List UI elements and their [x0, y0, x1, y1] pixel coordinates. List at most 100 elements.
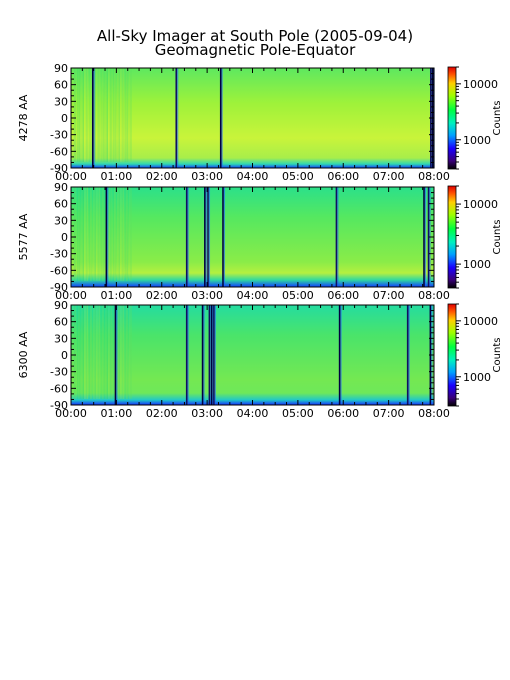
heatmap-texture	[122, 187, 124, 281]
heatmap-texture	[102, 187, 104, 281]
heatmap-texture	[97, 68, 100, 162]
heatmap-texture	[116, 68, 120, 162]
heatmap-texture	[86, 305, 88, 399]
heatmap-texture	[95, 305, 100, 399]
heatmap-texture	[123, 187, 128, 281]
heatmap-texture	[80, 305, 84, 399]
y-tick-label: 90	[54, 181, 68, 194]
data-gap-edge	[214, 305, 216, 405]
heatmap-texture	[118, 68, 120, 162]
data-gap	[210, 305, 213, 405]
heatmap-texture	[126, 187, 128, 281]
heatmap-texture	[110, 187, 112, 281]
heatmap-texture	[83, 187, 88, 281]
heatmap-texture	[90, 305, 92, 399]
x-tick-label: 00:00	[55, 289, 87, 302]
y-axis-label: 6300 AA	[17, 331, 30, 378]
heatmap-texture	[114, 68, 116, 162]
colorbar: 1000 10000 Counts	[447, 303, 503, 407]
heatmap-texture	[102, 68, 104, 162]
heatmap-texture	[96, 305, 100, 399]
heatmap-texture	[80, 68, 84, 162]
y-tick-label: 90	[54, 299, 68, 312]
x-tick-label: 03:00	[191, 170, 223, 183]
heatmap-texture	[84, 187, 88, 281]
x-tick-label: 08:00	[418, 407, 450, 420]
heatmap-texture	[103, 305, 108, 399]
heatmap-texture	[121, 187, 124, 281]
heatmap-texture	[109, 305, 112, 399]
heatmap-texture	[98, 187, 100, 281]
colorbar-tick-label: 10000	[463, 315, 498, 328]
heatmap-texture	[119, 305, 124, 399]
heatmap-texture	[123, 68, 128, 162]
heatmap-texture	[124, 187, 128, 281]
heatmap-texture	[101, 305, 104, 399]
data-gap-edge	[116, 305, 118, 405]
data-gap-edge	[205, 187, 207, 287]
heatmap-texture	[77, 187, 80, 281]
data-gap-edge	[203, 305, 205, 405]
heatmap-texture	[92, 305, 96, 399]
heatmap-texture	[111, 187, 116, 281]
heatmap-texture	[84, 305, 88, 399]
heatmap-texture	[115, 305, 120, 399]
heatmap-texture	[124, 305, 128, 399]
y-tick-label: -60	[50, 145, 68, 158]
chart-subtitle: Geomagnetic Pole-Equator	[155, 41, 356, 59]
heatmap-texture	[93, 305, 96, 399]
heatmap-texture	[106, 305, 108, 399]
heatmap-texture	[99, 305, 104, 399]
heatmap-texture	[104, 68, 108, 162]
heatmap-texture	[129, 68, 132, 162]
heatmap-texture	[76, 187, 80, 281]
y-axis-label: 4278 AA	[17, 94, 30, 141]
heatmap-texture	[81, 68, 84, 162]
data-gap-edge	[223, 187, 226, 287]
heatmap-texture	[120, 187, 124, 281]
heatmap-texture	[79, 68, 84, 162]
data-gap	[185, 187, 188, 287]
heatmap-texture	[117, 68, 120, 162]
heatmap-texture	[81, 187, 84, 281]
y-axis-label: 5577 AA	[17, 213, 30, 260]
heatmap-texture	[128, 68, 132, 162]
x-tick-label: 04:00	[237, 170, 269, 183]
y-tick-label: 90	[54, 62, 68, 75]
data-gap	[208, 305, 211, 405]
colorbar-tick-label: 1000	[463, 134, 491, 147]
heatmap-texture	[88, 187, 92, 281]
y-tick-label: -60	[50, 264, 68, 277]
heatmap-texture	[99, 187, 104, 281]
heatmap-texture	[97, 187, 100, 281]
y-tick-label: -90	[50, 399, 68, 412]
heatmap-texture	[109, 187, 112, 281]
heatmap-texture	[98, 305, 100, 399]
heatmap-texture	[88, 68, 92, 162]
data-gap	[201, 305, 204, 405]
heatmap-texture	[101, 68, 104, 162]
heatmap-texture	[125, 187, 128, 281]
heatmap-texture	[120, 68, 124, 162]
y-tick-label: 0	[61, 112, 68, 125]
heatmap-texture	[107, 187, 112, 281]
heatmap-texture	[111, 68, 116, 162]
heatmap-texture	[74, 187, 76, 281]
y-tick-label: -60	[50, 382, 68, 395]
heatmap-texture	[112, 305, 116, 399]
heatmap-texture	[89, 305, 92, 399]
data-gap	[91, 68, 94, 168]
data-gap-edge	[177, 68, 179, 168]
data-gap	[175, 68, 178, 168]
heatmap-texture	[91, 305, 96, 399]
heatmap-texture	[90, 68, 92, 162]
heatmap-texture	[93, 68, 96, 162]
heatmap-texture	[118, 187, 120, 281]
data-gap	[105, 187, 108, 287]
heatmap-texture	[75, 305, 80, 399]
heatmap-texture	[115, 187, 120, 281]
colorbar-gradient	[447, 185, 457, 289]
heatmap-texture	[71, 305, 76, 399]
